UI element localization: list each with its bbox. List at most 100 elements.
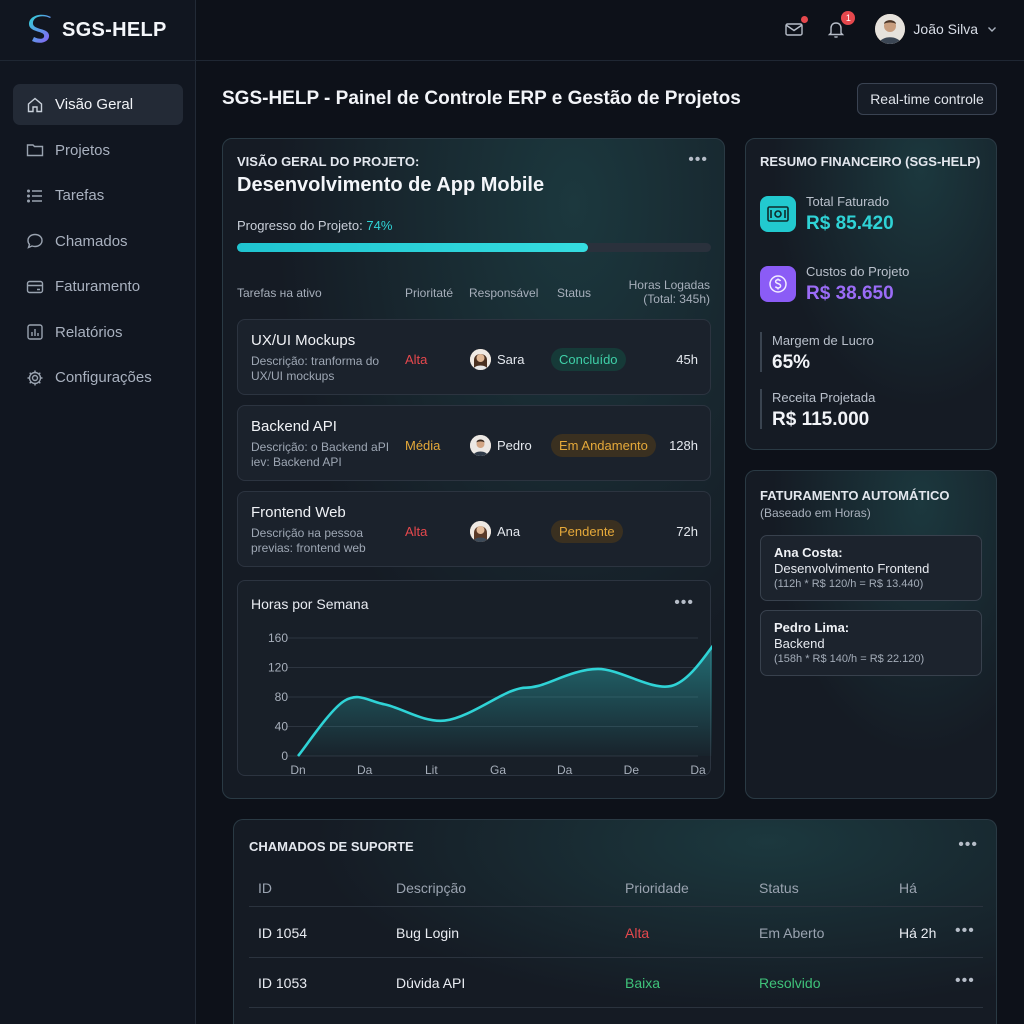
brand-logo-icon	[29, 14, 51, 43]
y-tick-label: 0	[281, 749, 288, 763]
card-icon	[26, 280, 44, 293]
billed-value: R$ 85.420	[806, 213, 894, 234]
brand[interactable]: SGS-HELP	[28, 14, 167, 46]
folder-icon	[26, 144, 44, 157]
progress-percent: 74%	[366, 218, 393, 233]
billing-role: Backend	[774, 636, 825, 651]
financial-title: RESUMO FINANCEIRO (SGS-HELP)	[760, 154, 981, 169]
col-header-priority: Prioritaté	[405, 286, 454, 300]
x-tick-label: Da	[690, 763, 706, 777]
costs-label: Custos do Projeto	[806, 264, 910, 279]
more-options-icon[interactable]: •••	[688, 151, 708, 168]
row-more-icon[interactable]: •••	[955, 922, 975, 939]
col-header-id: ID	[258, 880, 272, 896]
financial-summary-card: RESUMO FINANCEIRO (SGS-HELP) Total Fatur…	[745, 138, 997, 450]
sidebar-item-faturamento[interactable]: Faturamento	[13, 266, 183, 307]
ticket-status: Resolvido	[759, 975, 821, 991]
task-row[interactable]: Backend API Descrição: o Backend aPI iev…	[237, 405, 711, 481]
more-options-icon[interactable]: •••	[958, 836, 978, 853]
sidebar-item-label: Projetos	[55, 141, 111, 159]
notification-badge: 1	[841, 11, 856, 25]
task-hours: 72h	[676, 524, 698, 539]
x-tick-label: Dn	[290, 763, 305, 777]
x-tick-label: Ga	[490, 763, 506, 777]
margin-value: 65%	[772, 352, 811, 373]
y-tick-label: 40	[275, 720, 289, 734]
col-header-description: Descripção	[396, 880, 467, 896]
sidebar-item-visao-geral[interactable]: Visão Geral	[13, 84, 183, 125]
mail-unread-dot	[801, 16, 809, 23]
task-hours: 128h	[669, 438, 698, 453]
billing-subtitle: (Baseado em Horas)	[760, 506, 871, 520]
divider	[760, 332, 762, 372]
sidebar-item-label: Relatórios	[55, 323, 123, 341]
projected-value: R$ 115.000	[772, 409, 870, 430]
support-title: CHAMADOS DE SUPORTE	[249, 839, 414, 854]
status-badge: Concluído	[551, 348, 626, 371]
task-row[interactable]: UX/UI Mockups Descrição: tranforma do UX…	[237, 319, 711, 395]
sidebar-item-label: Faturamento	[55, 278, 141, 295]
support-tickets-card: CHAMADOS DE SUPORTE ••• ID Descripção Pr…	[233, 819, 997, 1024]
ticket-priority: Baixa	[625, 975, 661, 991]
page-title: SGS-HELP - Painel de Controle ERP e Gest…	[222, 88, 741, 109]
col-header-hours: Horas Logadas (Total: 345h)	[629, 278, 710, 306]
sidebar: SGS-HELP Visão Geral Projetos Tarefas Ch…	[0, 0, 196, 1024]
task-description: Descrição на pessoa previas: frontend we…	[251, 526, 366, 555]
projected-label: Receita Projetada	[772, 390, 876, 405]
sidebar-item-configuracoes[interactable]: Configurações	[13, 357, 183, 398]
progress-label-text: Progresso do Projeto:	[237, 218, 363, 233]
task-priority: Alta	[405, 352, 428, 367]
topbar-actions: 1 João Silva	[783, 11, 998, 44]
progress-bar-fill	[237, 243, 588, 252]
automatic-billing-card: FATURAMENTO AUTOMÁTICO (Baseado em Horas…	[745, 470, 997, 799]
task-assignee: Pedro	[470, 435, 532, 456]
y-tick-label: 160	[268, 631, 288, 645]
y-tick-label: 80	[275, 690, 289, 704]
avatar	[470, 521, 491, 542]
ticket-time: Há 2h	[899, 925, 937, 941]
task-row[interactable]: Frontend Web Descrição на pessoa previas…	[237, 491, 711, 567]
ticket-status: Em Aberto	[759, 925, 825, 941]
sidebar-item-label: Chamados	[55, 232, 128, 250]
divider	[249, 906, 983, 907]
billing-calc: (112h * R$ 120/h = R$ 13.440)	[774, 578, 924, 590]
ticket-description: Dúvida API	[396, 975, 466, 991]
more-options-icon[interactable]: •••	[674, 594, 694, 611]
y-tick-label: 120	[268, 661, 288, 675]
user-name: João Silva	[913, 21, 978, 37]
billing-title: FATURAMENTO AUTOMÁTICO	[760, 488, 950, 503]
col-header-hours-line1: Horas Logadas	[628, 278, 710, 292]
brand-name: SGS-HELP	[62, 18, 167, 41]
billing-person: Ana Costa:	[774, 545, 843, 560]
realtime-button[interactable]: Real-time controle	[857, 83, 997, 115]
hours-per-week-chart: Horas por Semana ••• 160 120 80 40 0 Dn Da Lit G…	[237, 580, 712, 777]
billing-item[interactable]: Ana Costa: Desenvolvimento Frontend (112…	[760, 535, 982, 601]
row-more-icon[interactable]: •••	[955, 972, 975, 989]
coin-icon	[760, 266, 796, 302]
avatar	[470, 349, 491, 370]
sidebar-item-projetos[interactable]: Projetos	[13, 130, 183, 171]
sidebar-item-relatorios[interactable]: Relatórios	[13, 312, 183, 353]
mail-button[interactable]	[783, 16, 809, 40]
chat-icon	[27, 233, 43, 249]
notifications-button[interactable]: 1	[825, 11, 856, 40]
user-menu[interactable]: João Silva	[875, 14, 998, 44]
sidebar-item-chamados[interactable]: Chamados	[13, 221, 183, 262]
billing-item[interactable]: Pedro Lima: Backend (158h * R$ 140/h = R…	[760, 610, 982, 676]
series-area	[298, 646, 712, 756]
ticket-id: ID 1053	[258, 975, 308, 991]
avatar	[470, 435, 491, 456]
task-description: Descrição: o Backend aPI iev: Backend AP…	[251, 440, 390, 469]
billing-person: Pedro Lima:	[774, 620, 850, 635]
home-icon	[27, 97, 43, 112]
money-icon	[760, 196, 796, 232]
col-header-hours-line2: (Total: 345h)	[643, 292, 710, 306]
task-hours: 45h	[676, 352, 698, 367]
status-badge: Em Andamento	[551, 434, 656, 457]
mail-icon	[785, 23, 804, 36]
task-priority: Alta	[405, 524, 428, 539]
x-tick-label: Da	[557, 763, 573, 777]
sidebar-item-tarefas[interactable]: Tarefas	[13, 175, 183, 216]
avatar	[875, 14, 906, 44]
chart-title: Horas por Semana	[251, 596, 369, 612]
